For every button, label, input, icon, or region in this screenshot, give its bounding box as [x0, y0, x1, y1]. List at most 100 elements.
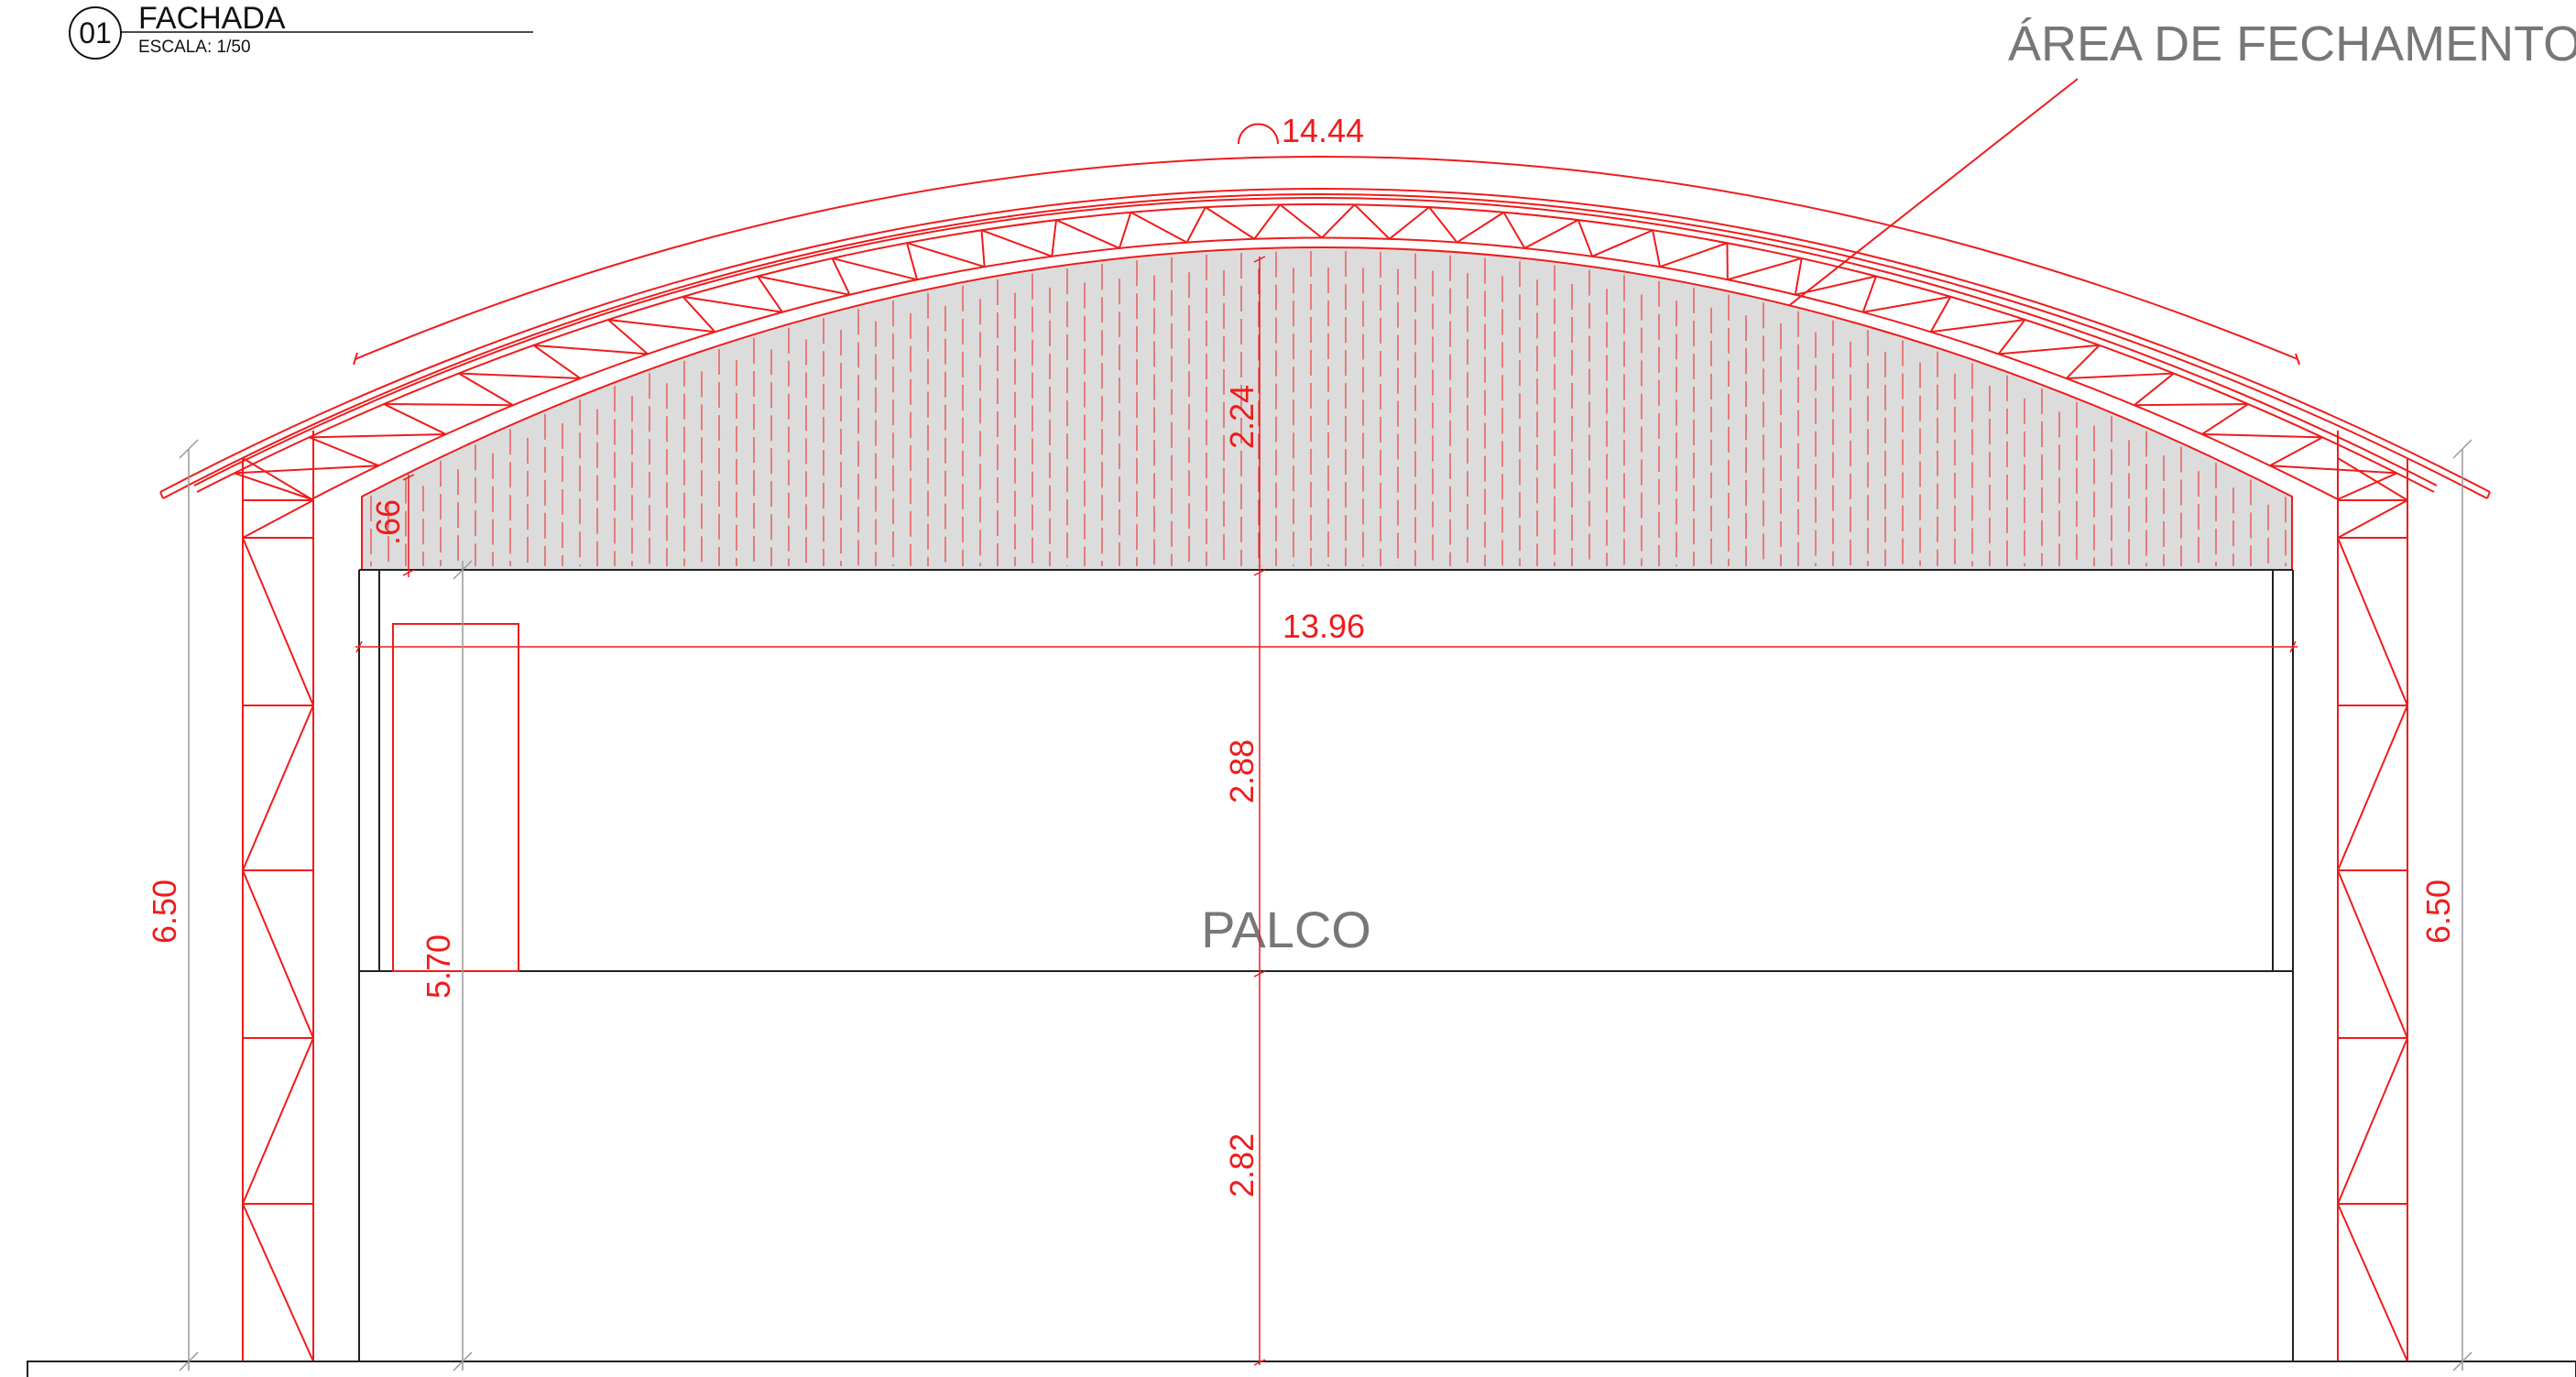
dim-height-stage: 2.82: [1223, 1133, 1261, 1197]
dimension-lines: [179, 256, 2472, 1372]
truss-member: [1279, 203, 1323, 239]
truss-web: [234, 203, 2397, 500]
truss-member: [831, 257, 851, 296]
column-brace: [2337, 537, 2408, 706]
arc-symbol-icon: [1238, 123, 1279, 145]
dimension-texts: 2.24 .66 13.96 2.88 2.82 6.50 6.50 5.70: [146, 385, 2457, 1197]
truss-member: [1051, 219, 1057, 257]
tick-central-4: [1253, 1359, 1266, 1366]
truss-member: [682, 296, 716, 333]
truss-member: [2269, 436, 2323, 467]
arc-tick-left: [353, 352, 358, 366]
truss-member: [1929, 296, 1952, 333]
column-brace: [2337, 869, 2408, 1039]
dim-height-small: .66: [369, 499, 407, 545]
column-right-web: [2337, 457, 2408, 1362]
truss-member: [458, 372, 514, 407]
title-block: 01 FACHADA ESCALA: 1/50: [69, 1, 533, 60]
column-brace: [2337, 499, 2408, 539]
dim-width-opening: 13.96: [1283, 607, 1365, 645]
column-brace: [2337, 457, 2408, 501]
tick-570-top: [453, 560, 473, 580]
roof-top-chord: [193, 197, 2438, 486]
truss-member: [1795, 275, 1877, 296]
truss-member: [1253, 203, 1282, 240]
truss-member: [2134, 372, 2175, 407]
walls: [27, 569, 2576, 1377]
truss-member: [1930, 318, 2025, 333]
truss-member: [2134, 403, 2249, 407]
truss-member: [757, 275, 783, 313]
truss-member: [1861, 276, 1877, 313]
truss-member: [2066, 372, 2174, 380]
truss-member: [1055, 219, 1120, 249]
column-brace: [2337, 705, 2408, 871]
truss-member: [533, 344, 649, 355]
tick-small-bottom: [402, 569, 415, 576]
truss-member: [234, 472, 312, 500]
column-brace: [242, 1203, 314, 1362]
tick-central-2: [1253, 569, 1266, 576]
truss-member: [2337, 472, 2397, 500]
truss-member: [1389, 206, 1430, 240]
tick-small-top: [402, 474, 415, 481]
truss-member: [384, 403, 514, 407]
truss-member: [234, 464, 379, 475]
truss-member: [1205, 206, 1255, 240]
drawing-number: 01: [79, 16, 112, 49]
truss-member: [309, 432, 446, 439]
drawing-title: FACHADA: [138, 1, 286, 36]
truss-member: [1502, 212, 1526, 249]
truss-member: [1997, 319, 2026, 355]
truss-member: [383, 403, 447, 435]
truss-member: [1428, 206, 1458, 244]
stage-label: PALCO: [1201, 901, 1371, 958]
truss-member: [607, 319, 649, 355]
roof-end-left: [159, 491, 164, 499]
truss-member: [757, 275, 850, 296]
truss-member: [1659, 242, 1728, 268]
truss-member: [1130, 211, 1188, 244]
gable-hatch: [370, 251, 2287, 566]
column-brace: [242, 1037, 314, 1205]
dim-door-height: 5.70: [420, 934, 457, 999]
truss-member: [1998, 344, 2100, 355]
dim-column-left: 6.50: [146, 880, 183, 944]
column-brace: [242, 499, 314, 539]
tick-central-3: [1253, 970, 1266, 978]
truss-member: [532, 344, 582, 379]
tick-width-right: [2289, 640, 2297, 653]
truss-member: [2065, 344, 2101, 379]
truss-member: [980, 230, 986, 268]
column-left: [242, 431, 314, 1362]
tick-width-left: [355, 640, 363, 653]
arc-dimension: 14.44: [353, 112, 2300, 366]
gable-fill: [361, 246, 2293, 571]
truss-member: [1794, 257, 1803, 295]
tick-left-650-top: [179, 439, 199, 459]
ground-line: [27, 1361, 2576, 1377]
column-left-web: [242, 457, 314, 1362]
closure-area-label: ÁREA DE FECHAMENTO: [2008, 16, 2576, 71]
truss-member: [1456, 211, 1504, 244]
truss-member: [1118, 212, 1132, 249]
truss-member: [1727, 257, 1803, 281]
dim-height-opening: 2.88: [1223, 739, 1261, 803]
arc-dimension-line: [355, 156, 2298, 360]
truss-member: [458, 372, 581, 380]
column-brace: [2337, 1203, 2408, 1362]
column-brace: [242, 537, 314, 706]
roof-outer-line-2: [162, 193, 2488, 499]
gable-closure-area: [361, 246, 2293, 571]
drawing-number-circle: [69, 6, 122, 60]
tick-right-650-top: [2452, 439, 2472, 459]
truss-member: [607, 318, 715, 333]
drawing-scale: ESCALA: 1/50: [138, 38, 251, 57]
truss-member: [2269, 464, 2397, 475]
truss-member: [1523, 219, 1579, 249]
tick-left-650-bottom: [179, 1351, 199, 1372]
truss-member: [832, 257, 918, 281]
roof-bottom-chord: [311, 236, 2339, 500]
dim-height-gable: 2.24: [1223, 385, 1261, 449]
